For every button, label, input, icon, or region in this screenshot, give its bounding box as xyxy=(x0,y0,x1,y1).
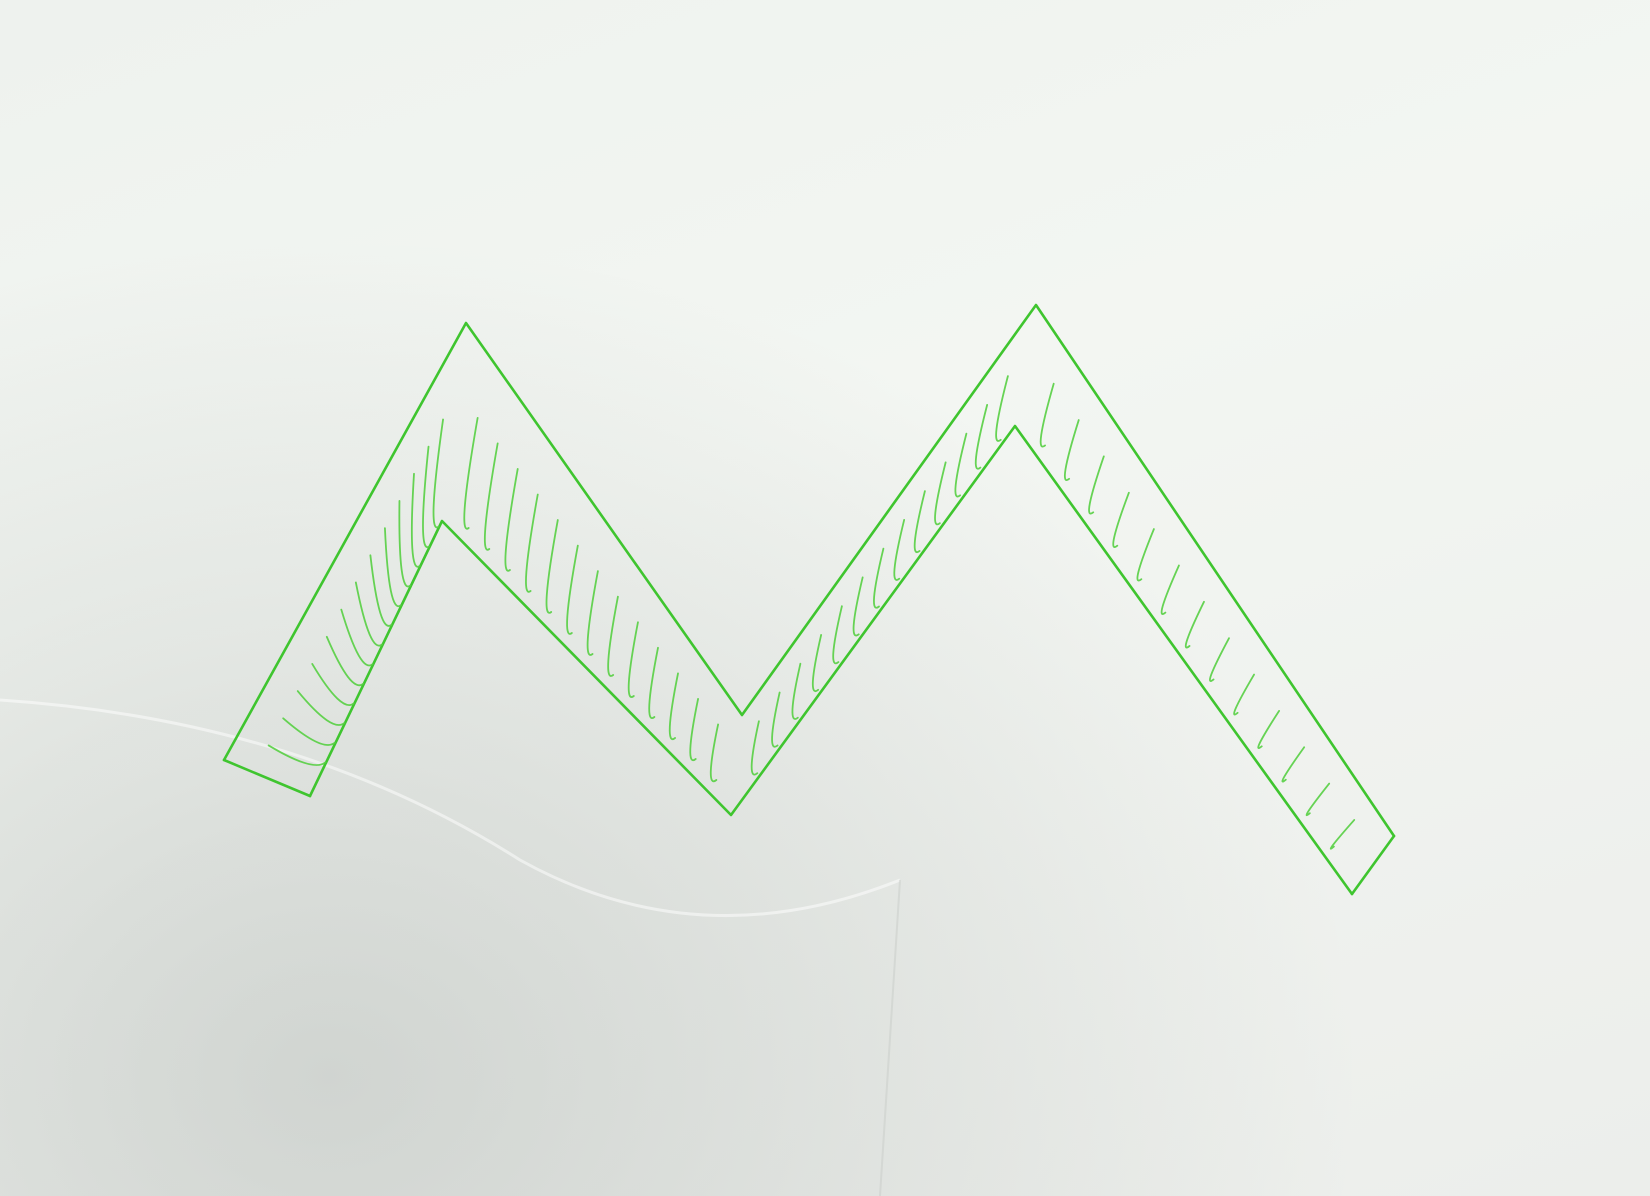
hatch-stroke xyxy=(750,720,760,776)
hatch-stroke xyxy=(771,691,781,748)
hatch-stroke xyxy=(282,717,336,746)
hatch-stroke xyxy=(483,442,499,551)
hatch-stroke xyxy=(369,554,393,627)
hatch-stroke xyxy=(1209,637,1230,682)
hatch-stroke xyxy=(422,445,431,549)
hatch-stroke xyxy=(995,375,1009,442)
hatch-stroke xyxy=(791,662,802,720)
hatch-stroke xyxy=(525,493,539,593)
hatch-stroke xyxy=(325,635,365,687)
hatch-stroke xyxy=(463,416,479,530)
hatch-stroke xyxy=(1112,491,1130,548)
hatch-stroke xyxy=(668,672,679,741)
hatch-stroke xyxy=(974,403,989,470)
hatch-stroke xyxy=(1281,746,1306,783)
hatch-stroke xyxy=(1233,673,1255,716)
hatch-stroke xyxy=(811,634,823,693)
hatch-stroke xyxy=(954,432,968,498)
hatch-stroke xyxy=(1136,528,1155,582)
hatch-stroke xyxy=(340,608,374,667)
hatch-stroke xyxy=(545,519,559,614)
hatch-stroke xyxy=(504,468,519,572)
hatch-stroke xyxy=(1329,819,1356,850)
hatch-stroke xyxy=(296,690,346,726)
inner-outline xyxy=(308,424,1354,896)
hatch-stroke xyxy=(1305,782,1331,816)
hatch-stroke xyxy=(384,527,402,608)
hatch-stroke xyxy=(311,663,355,706)
hatch-stroke xyxy=(1160,564,1180,615)
hatch-stroke xyxy=(893,519,906,581)
hatch-stroke xyxy=(586,570,599,656)
hatch-stroke xyxy=(398,500,412,588)
end-cap xyxy=(222,758,312,798)
hatch-stroke xyxy=(648,646,659,720)
hatch-stroke xyxy=(566,544,579,635)
end-cap xyxy=(1350,834,1396,896)
hatch-stroke xyxy=(607,595,619,677)
hatch-stroke xyxy=(873,547,885,609)
hatch-stroke xyxy=(1088,455,1105,515)
hatch-stroke xyxy=(1039,382,1055,448)
hatch-stroke xyxy=(1184,600,1205,649)
outer-outline xyxy=(222,303,1396,838)
hatch-stroke xyxy=(689,698,699,762)
hatch-stroke xyxy=(1063,419,1080,482)
paper-crease xyxy=(879,879,901,1196)
paper-crease xyxy=(0,698,901,918)
hatch-stroke xyxy=(1257,709,1281,749)
hatch-stroke xyxy=(267,744,327,766)
hatch-stroke xyxy=(627,621,639,698)
hatch-stroke xyxy=(832,605,843,665)
hatch-stroke xyxy=(410,472,421,568)
hatch-stroke xyxy=(709,723,720,783)
hatch-stroke xyxy=(852,576,864,637)
hatch-stroke xyxy=(354,581,383,647)
hatch-stroke xyxy=(432,418,444,529)
hatch-stroke xyxy=(913,490,926,554)
hatch-stroke xyxy=(934,461,947,526)
